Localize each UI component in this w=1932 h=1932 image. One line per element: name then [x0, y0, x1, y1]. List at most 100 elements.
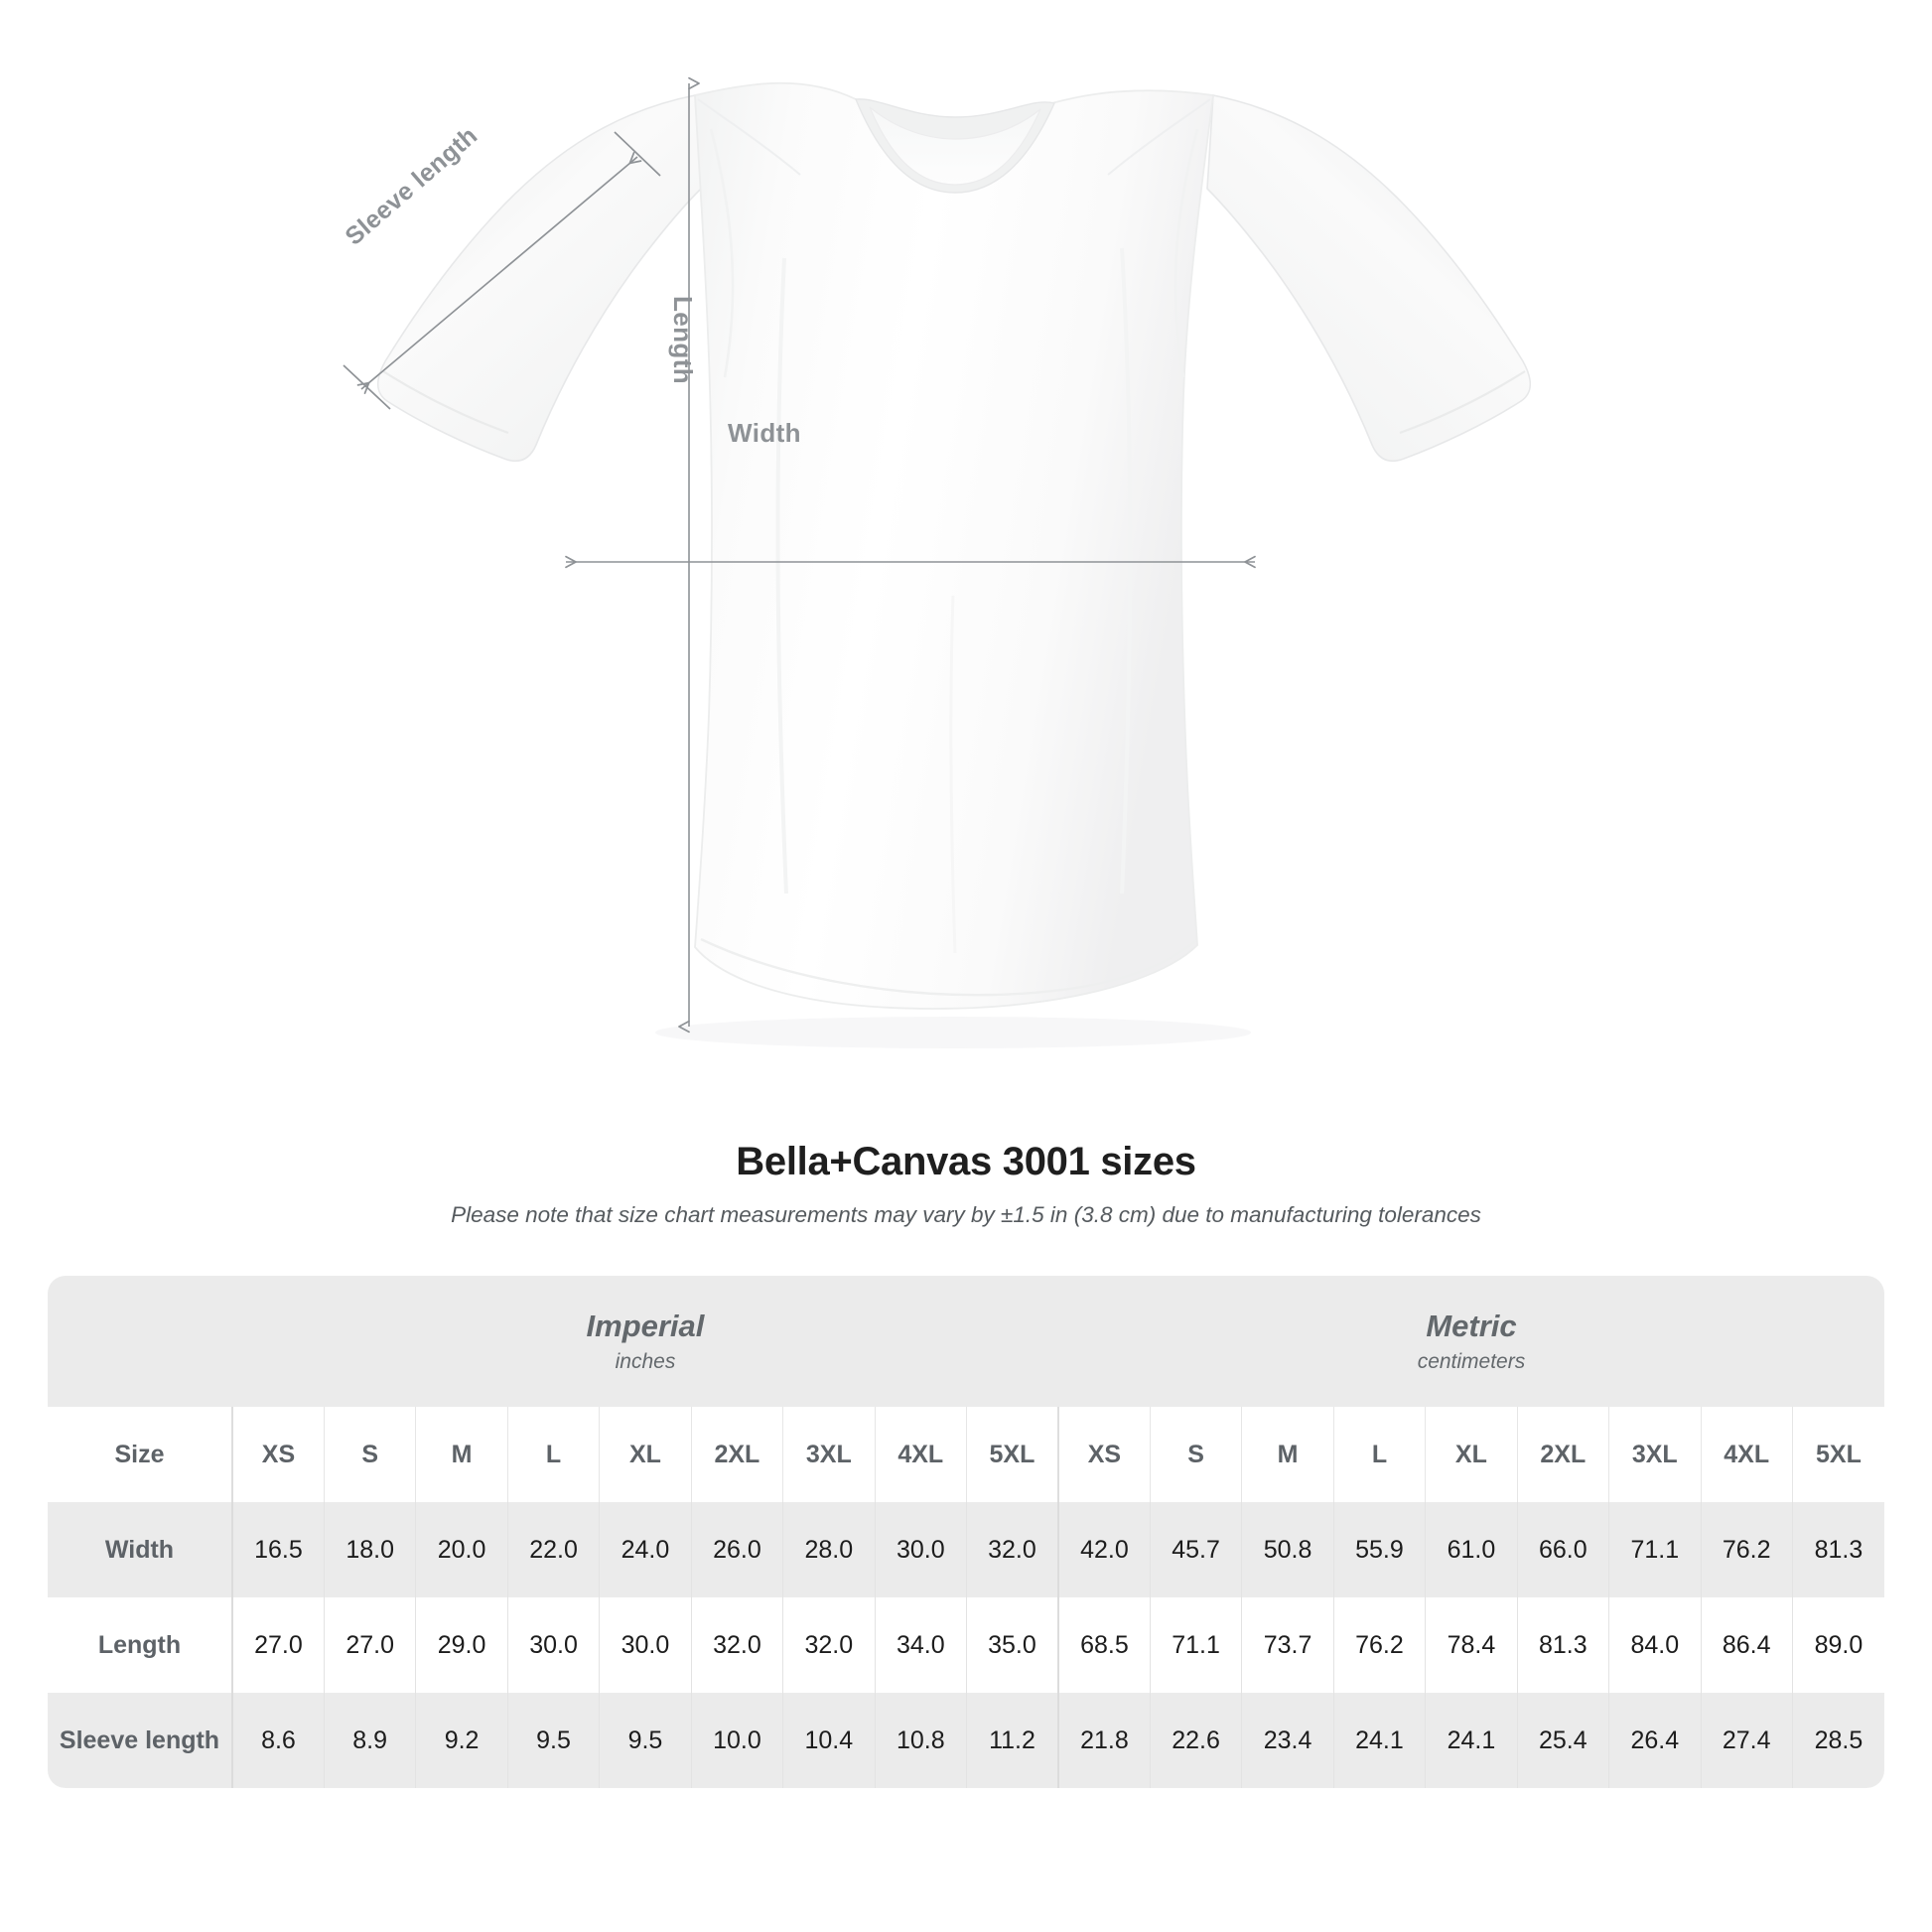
cell-length-imperial-s: 27.0: [323, 1597, 416, 1693]
cell-width-metric-l: 55.9: [1332, 1502, 1426, 1597]
cell-length-metric-3xl: 84.0: [1608, 1597, 1701, 1693]
cell-sleeve-imperial-s: 8.9: [323, 1693, 416, 1788]
left-armhole-seam: [709, 128, 735, 378]
unit-group-metric: Metric centimeters: [1057, 1276, 1884, 1407]
cell-width-imperial-4xl: 30.0: [874, 1502, 967, 1597]
cell-length-metric-2xl: 81.3: [1516, 1597, 1609, 1693]
size-header-metric-xl: XL: [1425, 1407, 1518, 1502]
cell-length-metric-m: 73.7: [1241, 1597, 1334, 1693]
cell-sleeve-imperial-2xl: 10.0: [690, 1693, 783, 1788]
body-fold-center: [949, 595, 957, 954]
table-row: Width 16.5 18.0 20.0 22.0 24.0 26.0 28.0…: [48, 1502, 1884, 1597]
hem-line: [700, 937, 1196, 997]
cell-sleeve-metric-xs: 21.8: [1056, 1693, 1151, 1788]
size-header-imperial-2xl: 2XL: [690, 1407, 783, 1502]
body-fold-left: [775, 257, 788, 895]
shirt-shadow: [655, 1017, 1251, 1048]
sleeve-dimension-arrow: [356, 152, 642, 394]
size-header-metric-4xl: 4XL: [1700, 1407, 1793, 1502]
cell-width-metric-s: 45.7: [1149, 1502, 1242, 1597]
cell-width-metric-4xl: 76.2: [1700, 1502, 1793, 1597]
cell-sleeve-metric-5xl: 28.5: [1791, 1693, 1884, 1788]
unit-group-imperial-name: Imperial: [586, 1308, 705, 1343]
cell-sleeve-metric-3xl: 26.4: [1608, 1693, 1701, 1788]
size-header-imperial-xs: XS: [230, 1407, 325, 1502]
cell-width-metric-2xl: 66.0: [1516, 1502, 1609, 1597]
size-header-imperial-s: S: [323, 1407, 416, 1502]
cell-width-imperial-5xl: 32.0: [965, 1502, 1058, 1597]
cell-length-imperial-5xl: 35.0: [965, 1597, 1058, 1693]
cell-width-metric-xl: 61.0: [1425, 1502, 1518, 1597]
cell-width-imperial-s: 18.0: [323, 1502, 416, 1597]
cell-sleeve-imperial-4xl: 10.8: [874, 1693, 967, 1788]
cell-width-metric-5xl: 81.3: [1791, 1502, 1884, 1597]
title-block: Bella+Canvas 3001 sizes Please note that…: [0, 1140, 1932, 1228]
unit-group-metric-sub: centimeters: [1417, 1350, 1526, 1374]
right-sleeve: [1206, 94, 1532, 463]
size-header-metric-l: L: [1332, 1407, 1426, 1502]
size-header-metric-xs: XS: [1056, 1407, 1151, 1502]
left-shoulder-seam: [697, 98, 801, 176]
sleeve-dimension-cap-bottom: [343, 364, 391, 410]
cell-length-imperial-m: 29.0: [415, 1597, 508, 1693]
cell-width-imperial-2xl: 26.0: [690, 1502, 783, 1597]
cell-sleeve-imperial-xs: 8.6: [230, 1693, 325, 1788]
size-header-row: Size XS S M L XL 2XL 3XL 4XL 5XL XS S M …: [48, 1407, 1884, 1502]
cell-sleeve-imperial-l: 9.5: [506, 1693, 600, 1788]
cell-sleeve-imperial-m: 9.2: [415, 1693, 508, 1788]
size-header-imperial-xl: XL: [599, 1407, 692, 1502]
cell-sleeve-metric-4xl: 27.4: [1700, 1693, 1793, 1788]
unit-group-row: Imperial inches Metric centimeters: [48, 1276, 1884, 1407]
row-label-length: Length: [48, 1597, 232, 1693]
left-sleeve: [376, 94, 702, 463]
right-cuff-seam: [1399, 370, 1526, 435]
size-header-imperial-5xl: 5XL: [965, 1407, 1058, 1502]
cell-length-imperial-4xl: 34.0: [874, 1597, 967, 1693]
row-label-sleeve-length: Sleeve length: [48, 1693, 232, 1788]
cell-length-metric-5xl: 89.0: [1791, 1597, 1884, 1693]
sleeve-dimension-cap-top: [614, 131, 661, 177]
table-row: Sleeve length 8.6 8.9 9.2 9.5 9.5 10.0 1…: [48, 1693, 1884, 1788]
cell-width-imperial-l: 22.0: [506, 1502, 600, 1597]
cell-length-imperial-3xl: 32.0: [782, 1597, 876, 1693]
cell-length-metric-xs: 68.5: [1056, 1597, 1151, 1693]
cell-width-metric-xs: 42.0: [1056, 1502, 1151, 1597]
size-table: Imperial inches Metric centimeters Size …: [48, 1276, 1884, 1788]
row-label-width: Width: [48, 1502, 232, 1597]
collar-inner: [869, 106, 1041, 186]
cell-length-metric-4xl: 86.4: [1700, 1597, 1793, 1693]
cell-length-metric-s: 71.1: [1149, 1597, 1242, 1693]
cell-sleeve-imperial-3xl: 10.4: [782, 1693, 876, 1788]
cell-width-imperial-3xl: 28.0: [782, 1502, 876, 1597]
cell-sleeve-imperial-xl: 9.5: [599, 1693, 692, 1788]
cell-length-imperial-xs: 27.0: [230, 1597, 325, 1693]
cell-length-imperial-2xl: 32.0: [690, 1597, 783, 1693]
width-dimension-label: Width: [728, 418, 801, 448]
table-row: Length 27.0 27.0 29.0 30.0 30.0 32.0 32.…: [48, 1597, 1884, 1693]
cell-length-metric-l: 76.2: [1332, 1597, 1426, 1693]
cell-width-metric-m: 50.8: [1241, 1502, 1334, 1597]
size-header-imperial-l: L: [506, 1407, 600, 1502]
cell-sleeve-metric-xl: 24.1: [1425, 1693, 1518, 1788]
right-shoulder-seam: [1107, 98, 1211, 176]
right-armhole-seam: [1173, 128, 1199, 378]
size-header-metric-s: S: [1149, 1407, 1242, 1502]
size-table-container: Imperial inches Metric centimeters Size …: [48, 1276, 1884, 1788]
cell-length-metric-xl: 78.4: [1425, 1597, 1518, 1693]
size-header-metric-5xl: 5XL: [1791, 1407, 1884, 1502]
cell-sleeve-metric-l: 24.1: [1332, 1693, 1426, 1788]
unit-row-corner: [48, 1276, 232, 1407]
body-fold-right: [1120, 247, 1133, 895]
unit-group-metric-name: Metric: [1426, 1308, 1517, 1343]
unit-group-imperial: Imperial inches: [232, 1276, 1058, 1407]
cell-sleeve-metric-2xl: 25.4: [1516, 1693, 1609, 1788]
cell-length-imperial-l: 30.0: [506, 1597, 600, 1693]
cell-width-imperial-xs: 16.5: [230, 1502, 325, 1597]
size-header-imperial-m: M: [415, 1407, 508, 1502]
size-header-label: Size: [48, 1407, 232, 1502]
cell-sleeve-metric-s: 22.6: [1149, 1693, 1242, 1788]
cell-width-metric-3xl: 71.1: [1608, 1502, 1701, 1597]
size-header-metric-2xl: 2XL: [1516, 1407, 1609, 1502]
unit-group-imperial-sub: inches: [615, 1350, 676, 1374]
cell-width-imperial-xl: 24.0: [599, 1502, 692, 1597]
